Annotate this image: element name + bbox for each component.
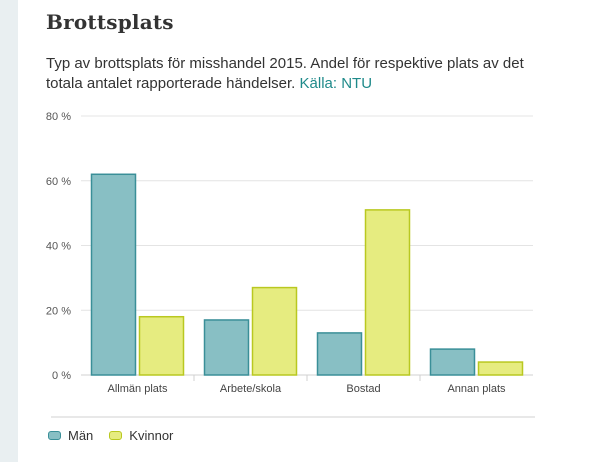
x-tick-label: Allmän plats	[108, 383, 168, 395]
bar-chart: 0 % 20 % 40 % 60 % 80 % Allmän plats Arbete/sk…	[46, 111, 535, 418]
source-link[interactable]: Källa: NTU	[299, 75, 373, 92]
bar-man[interactable]	[90, 173, 137, 376]
y-tick-label: 0 %	[52, 370, 71, 382]
bar-man[interactable]	[203, 319, 250, 376]
chart-description: Typ av brottsplats för misshandel 2015. …	[46, 54, 546, 94]
bar-man[interactable]	[429, 348, 476, 376]
chart-card: Brottsplats Typ av brottsplats för missh…	[18, 0, 616, 462]
bar-kvinnor[interactable]	[477, 361, 524, 376]
y-tick-label: 60 %	[46, 176, 71, 188]
legend-item-kvinnor[interactable]: Kvinnor	[109, 428, 173, 443]
description-text: Typ av brottsplats för misshandel 2015. …	[46, 55, 524, 92]
y-tick-label: 40 %	[46, 241, 71, 253]
y-tick-label: 80 %	[46, 111, 71, 123]
legend-item-man[interactable]: Män	[48, 428, 93, 443]
x-tick-label: Bostad	[346, 383, 380, 395]
bar-kvinnor[interactable]	[364, 209, 411, 376]
legend-swatch-kvinnor	[109, 431, 123, 440]
legend-label-kvinnor: Kvinnor	[129, 428, 174, 443]
bar-kvinnor[interactable]	[138, 315, 185, 376]
legend-swatch-man	[48, 431, 61, 440]
legend-label-man: Män	[68, 428, 94, 443]
y-tick-label: 20 %	[46, 305, 71, 317]
chart-heading: Brottsplats	[46, 10, 174, 34]
x-tick-label: Annan plats	[447, 383, 506, 395]
bar-kvinnor[interactable]	[251, 286, 298, 376]
legend: Män Kvinnor	[48, 428, 189, 443]
x-tick-label: Arbete/skola	[220, 383, 282, 395]
bar-man[interactable]	[316, 332, 363, 376]
